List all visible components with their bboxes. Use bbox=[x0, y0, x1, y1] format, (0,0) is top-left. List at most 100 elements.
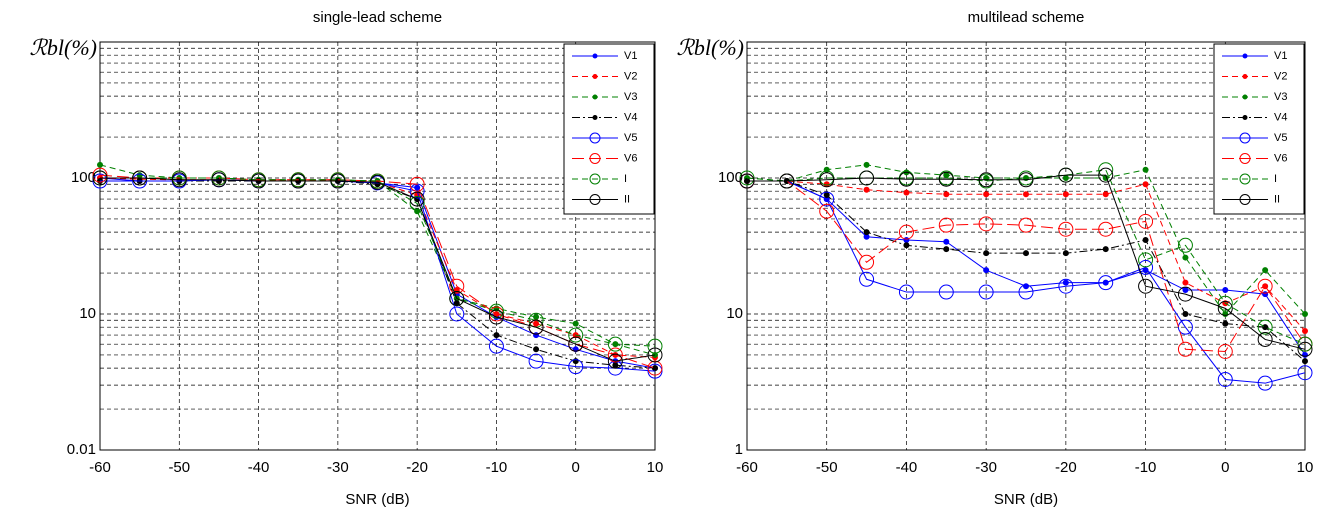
marker bbox=[739, 170, 755, 186]
marker bbox=[1018, 217, 1034, 233]
marker bbox=[1018, 284, 1034, 300]
marker bbox=[97, 161, 103, 168]
marker bbox=[903, 189, 910, 196]
plot-area bbox=[747, 42, 1305, 450]
marker bbox=[568, 336, 584, 352]
marker bbox=[983, 267, 990, 274]
legend-label: V1 bbox=[624, 50, 637, 62]
marker bbox=[92, 167, 108, 183]
marker bbox=[171, 172, 187, 188]
marker bbox=[453, 300, 460, 307]
legend-marker bbox=[592, 115, 598, 120]
marker bbox=[652, 365, 658, 372]
marker bbox=[1222, 287, 1229, 294]
marker bbox=[1058, 167, 1074, 183]
y-tick-label: 100 bbox=[718, 169, 743, 186]
marker bbox=[612, 362, 619, 369]
legend-marker bbox=[1242, 53, 1248, 59]
marker bbox=[528, 353, 544, 369]
marker bbox=[647, 363, 663, 379]
marker bbox=[330, 173, 346, 189]
x-tick-label: 10 bbox=[1297, 459, 1314, 476]
marker bbox=[1217, 300, 1233, 316]
marker bbox=[1177, 319, 1193, 335]
marker bbox=[1023, 191, 1029, 198]
marker bbox=[488, 303, 504, 319]
marker bbox=[819, 172, 835, 188]
marker bbox=[414, 184, 421, 191]
plot-area bbox=[100, 42, 655, 450]
legend-marker bbox=[592, 53, 598, 59]
marker bbox=[943, 238, 950, 245]
y-tick-label: 1 bbox=[735, 441, 743, 458]
y-axis-label: ℛbl(%) bbox=[676, 35, 744, 60]
marker bbox=[449, 278, 465, 294]
marker bbox=[859, 254, 875, 270]
marker bbox=[1062, 175, 1069, 181]
marker bbox=[779, 173, 795, 189]
series-line bbox=[747, 180, 1306, 353]
x-tick-label: 10 bbox=[647, 459, 664, 476]
legend-marker bbox=[589, 173, 601, 185]
marker bbox=[1138, 213, 1154, 229]
marker bbox=[1142, 237, 1149, 244]
legend-label: V2 bbox=[1274, 70, 1287, 82]
marker bbox=[1142, 181, 1149, 188]
x-axis-label: SNR (dB) bbox=[994, 491, 1058, 508]
marker bbox=[409, 176, 425, 192]
legend-label: V6 bbox=[1274, 152, 1287, 164]
marker bbox=[488, 338, 504, 354]
legend-label: II bbox=[624, 193, 630, 205]
marker bbox=[607, 353, 623, 369]
axes-frame bbox=[746, 41, 1306, 451]
marker bbox=[132, 170, 148, 186]
marker bbox=[903, 237, 910, 244]
legend-marker bbox=[592, 94, 598, 100]
y-axis-label: ℛbl(%) bbox=[29, 35, 97, 60]
x-tick-label: 0 bbox=[1221, 459, 1229, 476]
marker bbox=[493, 332, 500, 339]
marker bbox=[1098, 221, 1114, 237]
x-axis-label: SNR (dB) bbox=[345, 491, 409, 508]
marker bbox=[533, 314, 540, 321]
marker bbox=[607, 347, 623, 363]
series-line bbox=[746, 169, 1306, 345]
marker bbox=[1297, 341, 1313, 357]
marker bbox=[1297, 365, 1313, 381]
legend-label: V4 bbox=[1274, 111, 1287, 123]
legend-marker bbox=[589, 132, 601, 144]
legend-marker bbox=[1239, 132, 1251, 144]
marker bbox=[938, 284, 954, 300]
marker bbox=[1102, 191, 1109, 198]
marker bbox=[978, 216, 994, 232]
marker bbox=[370, 174, 385, 190]
marker bbox=[211, 172, 227, 188]
marker bbox=[823, 191, 830, 198]
x-tick-label: -20 bbox=[1055, 459, 1077, 476]
marker bbox=[1098, 167, 1114, 183]
marker bbox=[823, 181, 830, 188]
y-tick-label: 10 bbox=[726, 305, 743, 322]
legend-label: V6 bbox=[624, 152, 637, 164]
marker bbox=[568, 327, 584, 343]
marker bbox=[1257, 375, 1273, 391]
legend-label: V3 bbox=[1274, 91, 1287, 103]
x-tick-label: -10 bbox=[1135, 459, 1157, 476]
marker bbox=[1297, 336, 1313, 352]
x-tick-label: 0 bbox=[572, 459, 580, 476]
marker bbox=[533, 346, 540, 353]
marker bbox=[1302, 358, 1308, 365]
legend-marker bbox=[1239, 153, 1251, 164]
marker bbox=[863, 186, 870, 193]
marker bbox=[1177, 341, 1193, 357]
legend-marker bbox=[592, 74, 598, 79]
marker bbox=[1142, 267, 1149, 274]
marker bbox=[1138, 252, 1154, 268]
marker bbox=[1217, 295, 1233, 311]
legend-marker bbox=[589, 194, 601, 205]
x-tick-label: -20 bbox=[406, 459, 428, 476]
marker bbox=[449, 291, 465, 307]
marker bbox=[607, 336, 623, 352]
marker bbox=[1058, 278, 1074, 294]
marker bbox=[568, 359, 584, 375]
